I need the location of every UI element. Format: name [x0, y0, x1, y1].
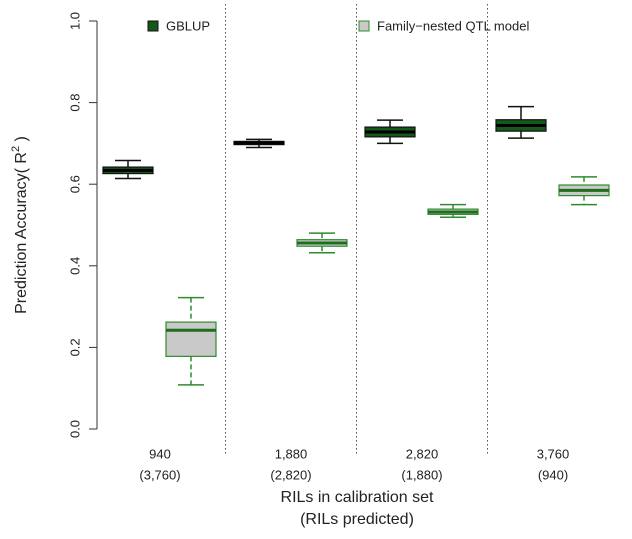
- x-tick-label-predicted: (1,880): [401, 467, 442, 482]
- x-tick-label: 940: [149, 446, 171, 461]
- legend-label: Family−nested QTL model: [377, 18, 529, 33]
- x-tick-label-predicted: (3,760): [139, 467, 180, 482]
- legend-label: GBLUP: [166, 18, 210, 33]
- x-axis-title: RILs in calibration set: [281, 489, 435, 506]
- x-tick-label-predicted: (2,820): [270, 467, 311, 482]
- y-axis-title-sup: 2: [10, 146, 22, 152]
- y-tick-label: 0.8: [67, 94, 82, 112]
- y-axis-title-part: ): [13, 136, 30, 146]
- y-tick-label: 0.0: [67, 420, 82, 438]
- y-axis-title-part: Prediction Accuracy( R: [13, 152, 30, 314]
- x-axis-title: (RILs predicted): [300, 511, 414, 528]
- x-tick-label: 1,880: [275, 446, 308, 461]
- y-tick-label: 0.2: [67, 338, 82, 356]
- x-tick-label: 3,760: [537, 446, 570, 461]
- y-tick-label: 1.0: [67, 12, 82, 30]
- y-tick-label: 0.4: [67, 257, 82, 275]
- x-tick-label-predicted: (940): [538, 467, 568, 482]
- legend-swatch: [147, 20, 159, 32]
- legend-swatch: [358, 20, 370, 32]
- y-tick-label: 0.6: [67, 175, 82, 193]
- x-tick-label: 2,820: [406, 446, 439, 461]
- box: [165, 321, 217, 357]
- y-axis-title: Prediction Accuracy( R2 ): [10, 136, 30, 314]
